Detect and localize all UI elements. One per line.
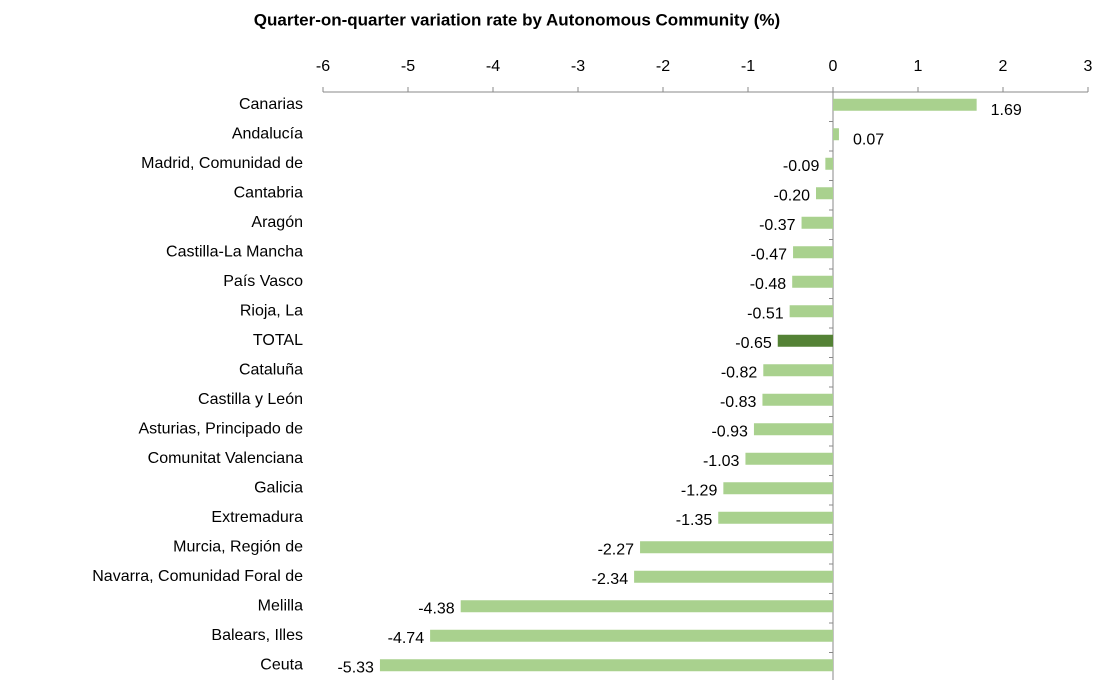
data-label: 1.69	[991, 102, 1022, 119]
y-tick-label: Cataluña	[239, 361, 303, 378]
y-tick-label: Ceuta	[260, 656, 303, 673]
y-tick-label: Murcia, Región de	[173, 538, 303, 555]
data-label: -0.93	[711, 423, 748, 440]
x-tick-label: -2	[656, 58, 670, 75]
y-tick-label: Andalucía	[232, 125, 303, 142]
bar	[825, 157, 833, 170]
y-tick-label: País Vasco	[223, 273, 303, 290]
bar	[833, 128, 839, 141]
y-tick-label: Aragón	[251, 214, 303, 231]
data-label: -0.20	[774, 187, 811, 204]
x-tick-label: 0	[829, 58, 838, 75]
x-tick-label: -3	[571, 58, 585, 75]
data-label: -5.33	[337, 659, 374, 676]
y-tick-label: Galicia	[254, 479, 303, 496]
y-tick-label: Melilla	[258, 597, 303, 614]
chart-title: Quarter-on-quarter variation rate by Aut…	[254, 10, 780, 29]
bar	[833, 98, 977, 111]
y-tick-label: TOTAL	[253, 332, 303, 349]
y-tick-label: Castilla-La Mancha	[166, 243, 303, 260]
bar	[723, 482, 833, 495]
y-tick-label: Balears, Illes	[211, 627, 303, 644]
bar	[816, 187, 833, 200]
x-tick-label: -1	[741, 58, 755, 75]
bar	[792, 275, 833, 288]
bar	[745, 452, 833, 465]
y-tick-label: Castilla y León	[198, 391, 303, 408]
data-label: -2.34	[592, 571, 629, 588]
y-tick-label: Navarra, Comunidad Foral de	[92, 568, 303, 585]
data-label: -1.29	[681, 482, 718, 499]
y-tick-label: Rioja, La	[240, 302, 303, 319]
bar	[793, 246, 833, 259]
y-tick-label: Comunitat Valenciana	[148, 450, 303, 467]
bar	[718, 511, 833, 524]
bar	[430, 629, 833, 642]
data-label: -0.65	[735, 335, 772, 352]
x-tick-label: 1	[914, 58, 923, 75]
bar	[777, 334, 833, 347]
data-label: -0.37	[759, 217, 796, 234]
bar	[789, 305, 833, 318]
bar	[762, 393, 833, 406]
data-label: -0.82	[721, 364, 758, 381]
bar	[753, 423, 833, 436]
bar	[634, 570, 833, 583]
bar	[460, 600, 833, 613]
y-tick-label: Canarias	[239, 96, 303, 113]
x-tick-label: 3	[1084, 58, 1093, 75]
data-label: 0.07	[853, 131, 884, 148]
data-label: -0.47	[751, 246, 788, 263]
x-tick-label: 2	[999, 58, 1008, 75]
data-label: -4.38	[418, 600, 455, 617]
data-label: -0.09	[783, 158, 820, 175]
x-tick-label: -4	[486, 58, 500, 75]
bar	[801, 216, 833, 229]
y-tick-label: Extremadura	[211, 509, 303, 526]
data-label: -4.74	[388, 630, 425, 647]
bar	[763, 364, 833, 377]
y-tick-label: Cantabria	[234, 184, 303, 201]
x-tick-label: -5	[401, 58, 415, 75]
y-tick-label: Asturias, Principado de	[138, 420, 303, 437]
y-tick-label: Madrid, Comunidad de	[141, 155, 303, 172]
data-label: -0.83	[720, 394, 757, 411]
data-label: -0.48	[750, 276, 787, 293]
x-tick-label: -6	[316, 58, 330, 75]
data-label: -0.51	[747, 305, 784, 322]
bar	[640, 541, 833, 554]
bar	[379, 659, 833, 672]
data-label: -1.03	[703, 453, 740, 470]
data-label: -2.27	[598, 541, 635, 558]
data-label: -1.35	[676, 512, 713, 529]
